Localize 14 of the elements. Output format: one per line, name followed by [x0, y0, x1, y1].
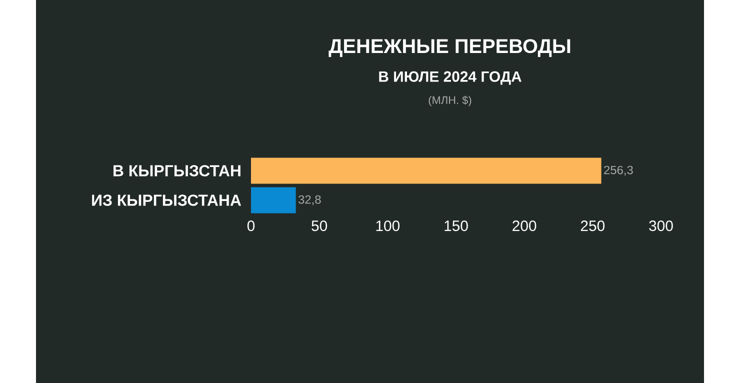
y-tick-label: ИЗ КЫРГЫЗСТАНА	[92, 194, 242, 206]
chart-title: ДЕНЕЖНЫЕ ПЕРЕВОДЫ	[328, 39, 570, 57]
text: (МЛН. $)	[428, 96, 472, 106]
data-label: 32,8	[298, 195, 321, 206]
y-tick-label: В КЫРГЫЗСТАН	[114, 165, 240, 176]
chart-subtitle: В ИЮЛЕ 2024 ГОДА	[379, 71, 522, 85]
x-tick-label: 250	[580, 220, 605, 232]
data-label: 256,3	[604, 166, 633, 176]
x-tick-label: 150	[444, 220, 468, 232]
x-tick-label: 300	[649, 220, 673, 232]
x-tick-label: 0	[247, 220, 255, 232]
x-tick-label: 50	[312, 220, 328, 232]
x-tick-label: 100	[376, 220, 400, 232]
x-tick-label: 200	[512, 220, 536, 232]
